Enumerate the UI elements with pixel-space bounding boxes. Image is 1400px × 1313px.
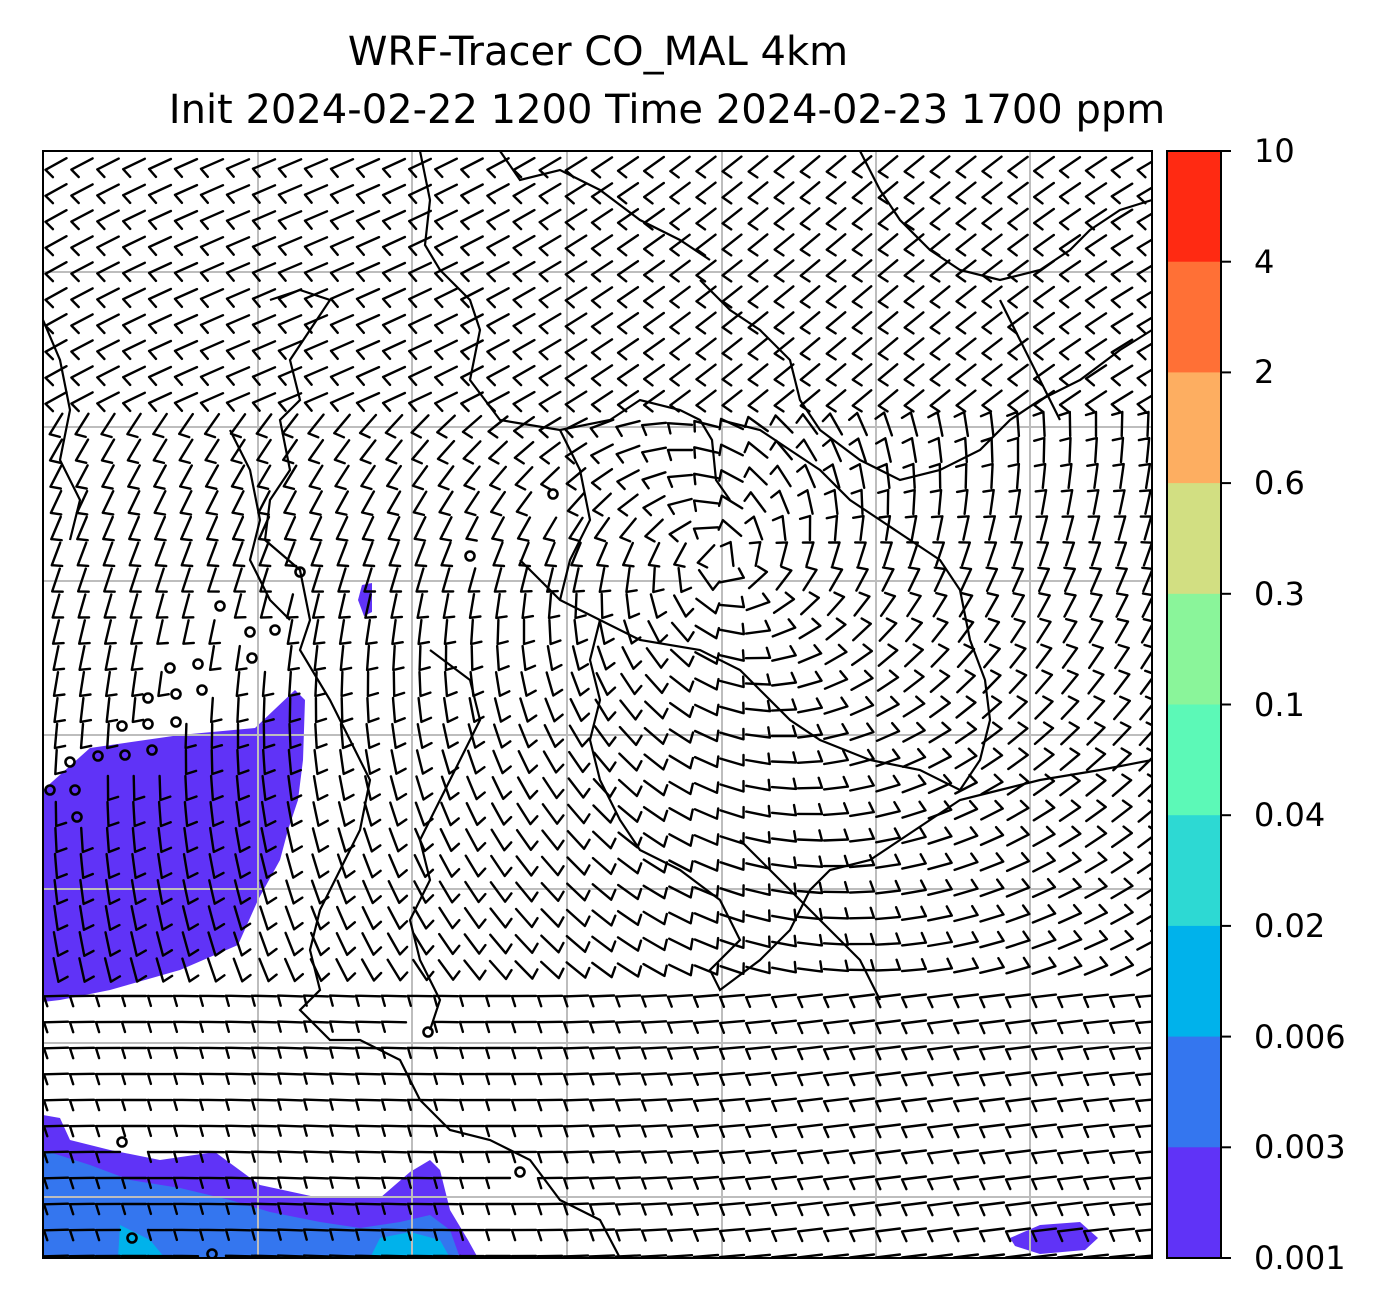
calm-wind-marker (164, 662, 176, 674)
colorbar-segment (1167, 925, 1221, 1038)
calm-wind-marker (146, 744, 158, 756)
colorbar-tick-label: 0.02 (1254, 906, 1326, 945)
calm-wind-marker (192, 658, 204, 670)
calm-wind-marker (69, 784, 81, 796)
calm-wind-marker (464, 550, 476, 562)
colorbar-segment (1167, 593, 1221, 705)
colorbar-tick-label: 0.1 (1254, 685, 1305, 724)
calm-wind-marker (206, 1248, 218, 1258)
calm-wind-marker (514, 1166, 526, 1178)
calm-wind-marker (294, 566, 306, 578)
calm-wind-marker (422, 1026, 434, 1038)
calm-wind-marker (170, 688, 182, 700)
colorbar-tick-label: 0.04 (1254, 796, 1326, 835)
colorbar-tick-label: 10 (1254, 132, 1295, 170)
colorbar-segment (1167, 261, 1221, 373)
calm-wind-marker (116, 1136, 128, 1148)
coastlines (43, 151, 1152, 1258)
calm-wind-marker (214, 600, 226, 612)
calm-wind-marker (71, 811, 83, 823)
map-title: WRF-Tracer CO_MAL 4km (347, 29, 849, 75)
colorbar-segment (1167, 704, 1221, 816)
calm-wind-marker (547, 488, 559, 500)
calm-wind-marker (44, 784, 56, 796)
calm-wind-marker (246, 652, 258, 664)
tracer-plume-southeast (1010, 1222, 1098, 1254)
calm-wind-marker (92, 750, 104, 762)
colorbar-segment (1167, 815, 1221, 927)
calm-wind-marker (269, 624, 281, 636)
colorbar-tick-label: 4 (1254, 242, 1275, 281)
colorbar-tick-label: 2 (1254, 353, 1275, 392)
calm-wind-marker (116, 720, 128, 732)
colorbar-segment (1167, 483, 1221, 595)
calm-wind-marker (142, 692, 154, 704)
calm-wind-marker (196, 684, 208, 696)
colorbar-segment (1167, 1147, 1221, 1259)
calm-wind-marker (244, 626, 256, 638)
colorbar (1166, 150, 1231, 1259)
calm-wind-markers (44, 488, 559, 1258)
tracer-plume-south-inner (118, 1225, 450, 1258)
calm-wind-marker (142, 718, 154, 730)
colorbar-tick-label: 0.001 (1254, 1239, 1346, 1277)
colorbar-tick-label: 0.006 (1254, 1017, 1346, 1056)
colorbar-segment (1167, 372, 1221, 484)
colorbar-segment (1167, 1036, 1221, 1148)
colorbar-tick-label: 0.003 (1254, 1128, 1346, 1167)
map-subtitle: Init 2024-02-22 1200 Time 2024-02-23 170… (168, 87, 1166, 133)
wind-barbs (43, 155, 1152, 1258)
colorbar-segment (1167, 151, 1221, 263)
calm-wind-marker (170, 716, 182, 728)
wind-barb-field (43, 155, 1152, 1258)
map-frame (42, 150, 1153, 1259)
colorbar-tick-label: 0.3 (1254, 574, 1305, 613)
calm-wind-marker (126, 1232, 138, 1244)
calm-wind-marker (64, 756, 76, 768)
calm-wind-marker (119, 749, 131, 761)
colorbar-tick-label: 0.6 (1254, 464, 1305, 503)
